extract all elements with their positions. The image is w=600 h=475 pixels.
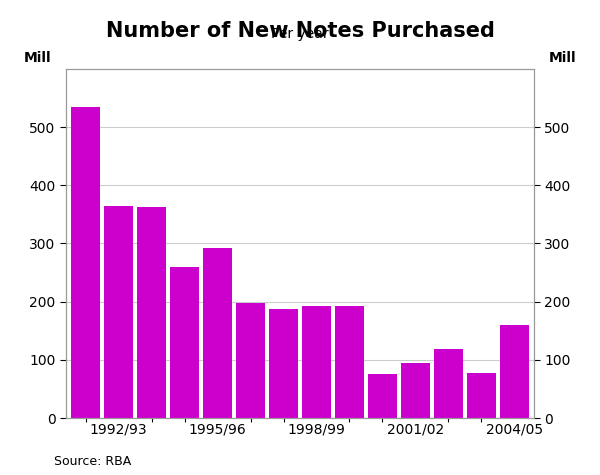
Bar (170, 267, 199, 418)
Bar (335, 306, 364, 418)
Bar (71, 107, 100, 418)
Bar (401, 363, 430, 418)
Bar (368, 374, 397, 418)
Bar (203, 248, 232, 418)
Bar (302, 306, 331, 418)
Bar (500, 325, 529, 418)
Bar (269, 309, 298, 418)
Text: Mill: Mill (24, 51, 52, 66)
Text: Source: RBA: Source: RBA (54, 455, 131, 468)
Bar (434, 349, 463, 418)
Text: Mill: Mill (548, 51, 576, 66)
Text: Number of New Notes Purchased: Number of New Notes Purchased (106, 21, 494, 41)
Bar (137, 208, 166, 418)
Bar (236, 304, 265, 418)
Bar (104, 206, 133, 418)
Title: Per year: Per year (271, 28, 329, 41)
Bar (467, 372, 496, 418)
